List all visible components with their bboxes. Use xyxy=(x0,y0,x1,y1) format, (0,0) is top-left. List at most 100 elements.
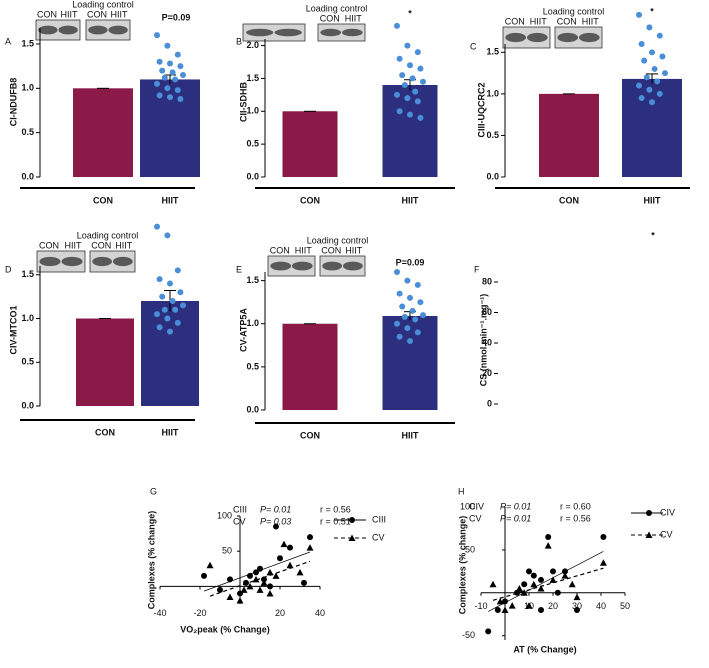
data-point xyxy=(164,42,171,49)
lane-label: HIIT xyxy=(115,240,133,250)
x-tick-label: -40 xyxy=(153,608,166,618)
data-point xyxy=(420,312,426,319)
x-tick-label: HIIT xyxy=(162,427,180,437)
lane-label: CON xyxy=(320,13,340,23)
data-point xyxy=(526,568,532,575)
x-tick-label: 20 xyxy=(548,601,558,611)
data-point xyxy=(641,57,648,64)
y-tick-label: 1.0 xyxy=(21,83,34,93)
data-point xyxy=(164,85,171,92)
data-point xyxy=(515,585,523,592)
data-point xyxy=(399,72,406,79)
data-point xyxy=(266,589,274,597)
blot-image xyxy=(267,255,316,277)
y-tick-label: 60 xyxy=(482,307,492,317)
y-axis-label: CIII-UQCRC2 xyxy=(476,82,486,137)
annotation: * xyxy=(651,230,655,240)
legend-marker xyxy=(646,510,652,516)
data-point xyxy=(177,289,184,296)
data-point xyxy=(508,602,516,609)
panel-letter: A xyxy=(5,36,11,46)
data-point xyxy=(396,290,403,297)
bar xyxy=(539,93,599,177)
data-point xyxy=(404,95,411,102)
data-point xyxy=(154,80,160,87)
stat-p-value: P= 0.01 xyxy=(500,501,531,511)
loading-control-label: Loading control xyxy=(543,6,605,16)
blot-band xyxy=(291,261,313,271)
panel-letter: H xyxy=(458,486,465,496)
regression-line xyxy=(488,551,604,612)
regression-line xyxy=(209,560,311,597)
x-tick-label: CON xyxy=(93,195,113,205)
stat-series-name: CV xyxy=(469,513,482,523)
blot-image xyxy=(85,19,131,41)
data-point xyxy=(156,324,163,331)
x-tick-label: 50 xyxy=(620,601,630,611)
bar xyxy=(282,111,338,177)
y-tick-label: 0.0 xyxy=(486,171,499,181)
data-point xyxy=(277,555,283,562)
stat-series-name: CIV xyxy=(469,501,484,511)
data-point xyxy=(544,542,552,549)
panel-letter: D xyxy=(5,264,12,274)
data-point xyxy=(417,114,424,121)
data-point xyxy=(646,86,653,93)
legend-marker xyxy=(645,531,653,538)
y-tick-label: 100 xyxy=(217,510,232,520)
data-point xyxy=(549,576,557,583)
data-point xyxy=(412,88,419,95)
lane-label: CON xyxy=(505,16,525,26)
data-point xyxy=(489,580,497,588)
x-tick-label: HIIT xyxy=(402,430,420,440)
y-axis-label: CIV-MTCO1 xyxy=(8,305,18,354)
blot-image xyxy=(554,26,603,49)
data-point xyxy=(164,315,171,322)
data-point xyxy=(174,87,181,94)
data-point xyxy=(177,95,184,102)
data-point xyxy=(485,628,492,635)
stat-p-value: P= 0.01 xyxy=(260,504,291,514)
data-point xyxy=(404,42,411,49)
y-axis-label: CII-SDHB xyxy=(238,82,248,122)
y-tick-label: 100 xyxy=(460,501,475,511)
data-point xyxy=(161,306,168,313)
blot-band xyxy=(274,28,302,37)
y-tick-label: 80 xyxy=(482,276,492,286)
data-point xyxy=(651,65,658,72)
y-tick-label: 1.0 xyxy=(486,88,499,98)
x-tick-label: CON xyxy=(559,195,579,205)
data-point xyxy=(521,581,528,588)
bar xyxy=(140,79,200,177)
legend-label: CV xyxy=(372,532,385,542)
x-tick-label: CON xyxy=(300,195,320,205)
data-point xyxy=(172,306,179,313)
data-point xyxy=(257,565,263,572)
data-point xyxy=(174,319,181,326)
legend-label: CIV xyxy=(660,507,675,517)
blot-band xyxy=(505,32,527,43)
data-point xyxy=(407,111,413,118)
data-point xyxy=(247,572,253,579)
y-axis-label: Complexes (% change) xyxy=(457,516,467,615)
data-point xyxy=(273,523,279,530)
data-point xyxy=(417,299,424,306)
blot-image xyxy=(319,255,366,277)
data-point xyxy=(412,316,419,323)
lane-label: HIIT xyxy=(345,13,363,23)
data-point xyxy=(407,338,413,344)
data-point xyxy=(394,269,400,275)
y-axis-label: CS (nmol.min⁻¹.mg⁻¹) xyxy=(478,294,488,387)
data-point xyxy=(409,75,416,82)
data-point xyxy=(159,293,166,300)
data-point xyxy=(525,602,533,609)
y-tick-label: 1.0 xyxy=(21,313,34,323)
data-point xyxy=(501,606,509,613)
data-point xyxy=(574,606,580,613)
stat-r-value: r = 0.51 xyxy=(320,516,351,526)
lane-label: CON xyxy=(270,245,290,255)
blot-band xyxy=(342,261,363,271)
lane-label: HIIT xyxy=(61,9,79,19)
data-point xyxy=(206,561,214,569)
blot-image xyxy=(35,19,81,41)
